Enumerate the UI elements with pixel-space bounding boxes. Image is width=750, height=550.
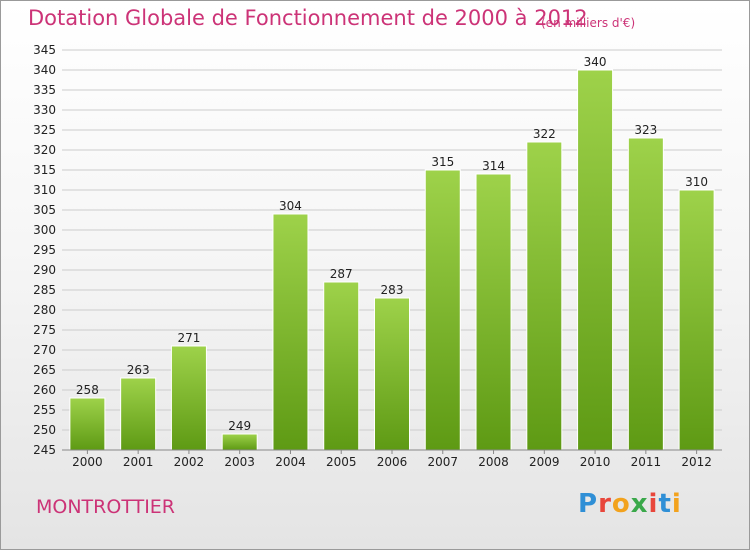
y-tick-label: 280 xyxy=(33,303,56,317)
bar-2000 xyxy=(69,397,106,451)
y-tick-label: 285 xyxy=(33,283,56,297)
x-tick-label-2000: 2000 xyxy=(72,455,103,469)
proxiti-logo: Proxiti xyxy=(578,489,682,519)
bar-2003 xyxy=(221,433,258,451)
x-tick-label-2010: 2010 xyxy=(580,455,611,469)
logo-letter: x xyxy=(630,489,649,519)
logo-letter: o xyxy=(611,489,631,519)
y-tick-label: 270 xyxy=(33,343,56,357)
value-label-2010: 340 xyxy=(584,55,607,69)
value-label-2009: 322 xyxy=(533,127,556,141)
y-tick-label: 315 xyxy=(33,163,56,177)
bars xyxy=(69,69,715,451)
x-tick-label-2006: 2006 xyxy=(377,455,408,469)
value-labels: 258 263 271 249 304 287 283 315 314 322 340 323 310 xyxy=(76,55,708,433)
value-label-2008: 314 xyxy=(482,159,505,173)
x-tick-label-2008: 2008 xyxy=(478,455,509,469)
value-label-2004: 304 xyxy=(279,199,302,213)
y-axis-ticks: 245 250 255 260 265 270 275 280 285 290 295 300 305 3… xyxy=(33,43,56,457)
bar-2008 xyxy=(475,173,512,451)
y-tick-label: 300 xyxy=(33,223,56,237)
bar-2005 xyxy=(323,281,360,451)
y-tick-label: 330 xyxy=(33,103,56,117)
bar-2011 xyxy=(627,137,664,451)
y-tick-label: 305 xyxy=(33,203,56,217)
y-tick-label: 335 xyxy=(33,83,56,97)
bar-2002 xyxy=(170,345,207,451)
y-tick-label: 310 xyxy=(33,183,56,197)
chart-subtitle: (en milliers d'€) xyxy=(541,16,636,30)
x-tick-label-2004: 2004 xyxy=(275,455,306,469)
y-tick-label: 290 xyxy=(33,263,56,277)
value-label-2011: 323 xyxy=(634,123,657,137)
value-label-2001: 263 xyxy=(127,363,150,377)
y-tick-label: 295 xyxy=(33,243,56,257)
bar-2004 xyxy=(272,213,309,451)
commune-name: MONTROTTIER xyxy=(36,496,176,518)
x-tick-label-2011: 2011 xyxy=(631,455,662,469)
y-tick-label: 265 xyxy=(33,363,56,377)
logo-letter: t xyxy=(658,489,672,519)
chart-title: Dotation Globale de Fonctionnement de 20… xyxy=(28,6,588,30)
bar-2001 xyxy=(120,377,157,451)
y-tick-label: 345 xyxy=(33,43,56,57)
value-label-2002: 271 xyxy=(177,331,200,345)
logo-letter: i xyxy=(648,489,659,519)
value-label-2005: 287 xyxy=(330,267,353,281)
y-tick-label: 275 xyxy=(33,323,56,337)
value-label-2003: 249 xyxy=(228,419,251,433)
bar-2006 xyxy=(374,297,410,451)
bar-2007 xyxy=(424,169,461,451)
x-tick-label-2001: 2001 xyxy=(123,455,154,469)
logo-letter: P xyxy=(578,489,599,519)
x-tick-label-2007: 2007 xyxy=(427,455,458,469)
value-label-2012: 310 xyxy=(685,175,708,189)
logo-letter: i xyxy=(671,489,682,519)
value-label-2007: 315 xyxy=(431,155,454,169)
x-axis-ticks: 2000 2001 2002 2003 2004 2005 2006 2007 2008 2009… xyxy=(72,450,712,469)
value-label-2006: 283 xyxy=(381,283,404,297)
y-tick-label: 260 xyxy=(33,383,56,397)
x-tick-label-2002: 2002 xyxy=(174,455,205,469)
x-tick-label-2003: 2003 xyxy=(224,455,255,469)
y-tick-label: 245 xyxy=(33,443,56,457)
x-tick-label-2012: 2012 xyxy=(681,455,712,469)
logo-letter: r xyxy=(598,489,612,519)
bar-2012 xyxy=(678,189,715,451)
bar-2010 xyxy=(577,69,614,451)
y-tick-label: 325 xyxy=(33,123,56,137)
x-tick-label-2009: 2009 xyxy=(529,455,560,469)
y-tick-label: 250 xyxy=(33,423,56,437)
value-label-2000: 258 xyxy=(76,383,99,397)
y-tick-label: 320 xyxy=(33,143,56,157)
y-tick-label: 340 xyxy=(33,63,56,77)
x-tick-label-2005: 2005 xyxy=(326,455,357,469)
bar-2009 xyxy=(526,141,563,451)
y-tick-label: 255 xyxy=(33,403,56,417)
